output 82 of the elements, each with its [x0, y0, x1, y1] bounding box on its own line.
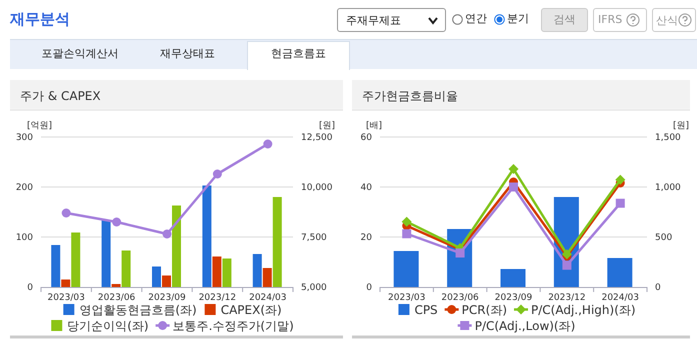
legend-label: 영업활동현금흐름(좌)	[79, 303, 197, 317]
bar	[500, 269, 526, 287]
bar	[262, 268, 272, 287]
bar	[212, 256, 222, 287]
x-tick-label: 2023/03	[388, 293, 426, 303]
bar	[51, 245, 60, 287]
y-axis-title: [억원]	[27, 121, 52, 131]
point	[616, 198, 625, 208]
y-tick-label: 200	[16, 183, 34, 193]
x-tick-label: 2024/03	[602, 293, 639, 303]
point	[402, 229, 412, 238]
point	[62, 208, 71, 218]
bar	[172, 206, 181, 287]
point	[263, 140, 272, 148]
bar	[394, 251, 419, 287]
y-tick-label: 0	[366, 283, 372, 293]
y2-tick-label: 5,000	[301, 283, 328, 293]
bar	[162, 276, 171, 287]
legend-label: PCR(좌)	[462, 303, 508, 317]
y2-tick-label: 0	[655, 283, 661, 293]
bar	[272, 197, 282, 287]
point	[562, 260, 572, 270]
y-tick-label: 20	[360, 233, 372, 243]
point	[456, 248, 465, 258]
x-tick-label: 2023/03	[48, 293, 85, 303]
y2-tick-label: 10,000	[301, 183, 333, 193]
y-tick-label: 300	[16, 133, 34, 143]
x-tick-label: 2023/12	[198, 293, 236, 303]
y-tick-label: 100	[16, 233, 34, 243]
y-axis-title: [배]	[366, 121, 382, 131]
legend-label: CAPEX(좌)	[220, 303, 282, 317]
x-tick-label: 2023/09	[148, 293, 186, 303]
y2-tick-label: 1,500	[655, 133, 682, 143]
x-tick-label: 2023/09	[494, 293, 532, 303]
point	[508, 164, 518, 174]
point	[615, 174, 626, 185]
y2-axis-title: [원]	[319, 121, 336, 131]
bar	[152, 266, 161, 287]
legend-label: 보통주.수정주가(기말)	[172, 319, 294, 333]
legend-label: 당기순이익(좌)	[67, 319, 149, 333]
text: 재무상태표	[159, 46, 216, 61]
chart-title: 주가현금흐름비율	[362, 89, 458, 103]
y2-tick-label: 12,500	[301, 133, 333, 143]
x-tick-label: 2023/12	[548, 293, 586, 303]
text: 산식	[656, 13, 678, 28]
text: 주재무제표	[346, 13, 401, 28]
text: 분기	[507, 11, 529, 26]
text: 현금흐름표	[270, 46, 327, 61]
y2-tick-label: 1,000	[655, 183, 682, 193]
bar	[252, 254, 262, 287]
y2-axis-title: [원]	[673, 121, 690, 131]
bar	[607, 258, 632, 287]
point	[509, 182, 518, 192]
x-tick-label: 2023/06	[441, 293, 480, 303]
text: 연간	[465, 11, 487, 26]
text: 재무분석	[10, 10, 70, 29]
point	[212, 170, 222, 178]
point	[162, 230, 172, 238]
legend-label: CPS	[414, 303, 438, 317]
point	[402, 216, 412, 227]
y-tick-label: 60	[360, 133, 372, 143]
bar	[202, 186, 212, 287]
y2-tick-label: 500	[655, 233, 672, 243]
bar	[112, 284, 121, 287]
bar	[61, 280, 70, 287]
x-tick-label: 2024/03	[249, 293, 286, 303]
point	[562, 249, 572, 260]
text: 포괄손익계산서	[40, 46, 120, 61]
legend-label: P/C(Adj.,Low)(좌)	[474, 319, 576, 333]
point	[112, 218, 122, 226]
chart-title: 주가 & CAPEX	[20, 89, 101, 103]
y-tick-label: 0	[27, 283, 34, 293]
y-tick-label: 40	[360, 183, 372, 193]
text: 검색	[541, 8, 588, 32]
x-tick-label: 2023/06	[98, 293, 136, 303]
bar	[102, 220, 111, 287]
bar	[122, 250, 131, 287]
y2-tick-label: 7,500	[301, 233, 328, 243]
legend-label: P/C(Adj.,High)(좌)	[531, 303, 636, 317]
bar	[222, 258, 232, 287]
bar	[71, 232, 80, 287]
text: IFRS	[598, 13, 622, 26]
